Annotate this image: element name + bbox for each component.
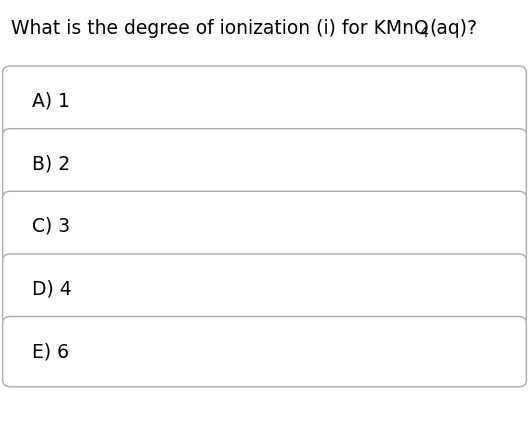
Text: C) 3: C) 3 <box>32 217 70 236</box>
Text: D) 4: D) 4 <box>32 279 71 299</box>
Text: E) 6: E) 6 <box>32 342 69 361</box>
Text: 4: 4 <box>419 26 428 40</box>
Text: (aq)?: (aq)? <box>430 19 478 38</box>
Text: B) 2: B) 2 <box>32 154 70 173</box>
Text: A) 1: A) 1 <box>32 92 70 111</box>
Text: What is the degree of ionization (i) for KMnO: What is the degree of ionization (i) for… <box>11 19 428 38</box>
